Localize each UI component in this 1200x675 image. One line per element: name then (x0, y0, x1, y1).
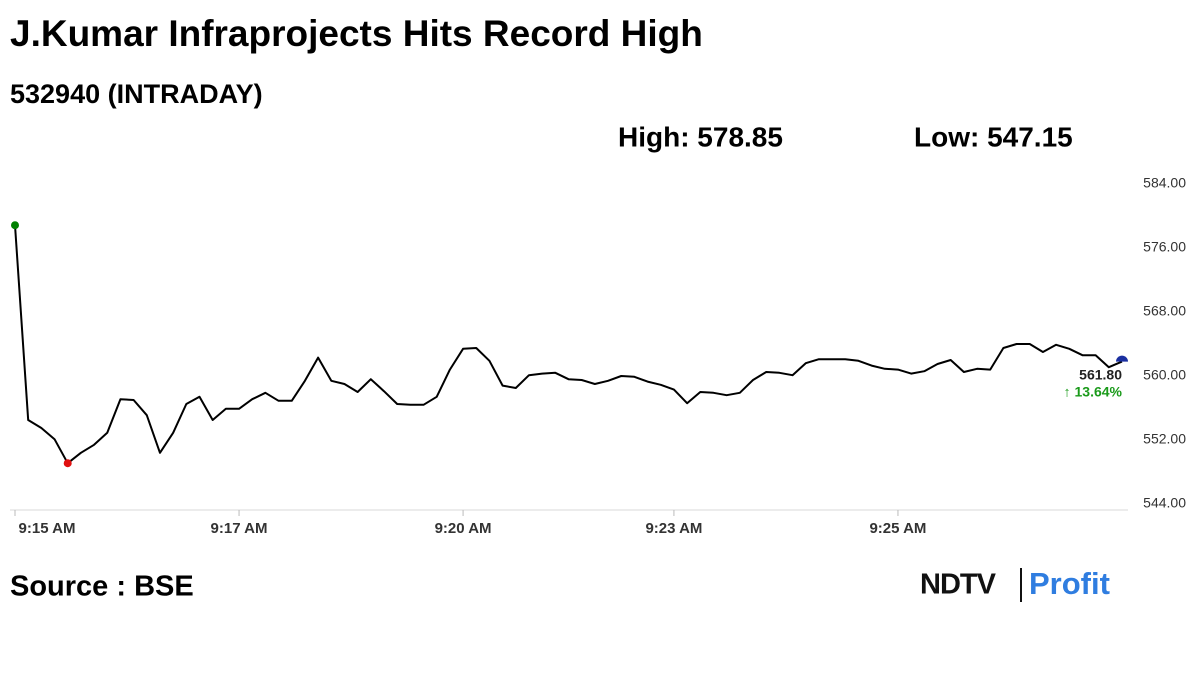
low-point-marker (63, 459, 72, 468)
first-point-marker (11, 221, 19, 230)
y-tick-label: 552.00 (1143, 431, 1186, 447)
x-tick-label: 9:23 AM (645, 520, 702, 537)
last-point-marker (1116, 355, 1128, 362)
x-tick-label: 9:17 AM (211, 520, 268, 537)
x-tick-label: 9:15 AM (19, 520, 76, 537)
x-tick-label: 9:25 AM (869, 520, 926, 537)
chart-subtitle: 532940 (INTRADAY) (10, 79, 263, 109)
y-tick-label: 568.00 (1143, 303, 1186, 319)
chart-title: J.Kumar Infraprojects Hits Record High (10, 13, 703, 54)
high-label: High: 578.85 (618, 121, 783, 152)
y-tick-label: 544.00 (1143, 495, 1186, 511)
logo-ndtv: NDTV (920, 569, 997, 601)
y-tick-label: 576.00 (1143, 239, 1186, 255)
y-tick-label: 560.00 (1143, 367, 1186, 383)
last-value-label: 561.80 (1079, 366, 1122, 382)
x-tick-label: 9:20 AM (435, 520, 492, 537)
low-label: Low: 547.15 (914, 121, 1073, 152)
change-label: ↑ 13.64% (1064, 383, 1123, 399)
y-tick-label: 584.00 (1143, 175, 1186, 191)
price-line (14, 225, 1123, 465)
logo-profit: Profit (1029, 566, 1110, 601)
source-note: Source : BSE (10, 571, 194, 603)
